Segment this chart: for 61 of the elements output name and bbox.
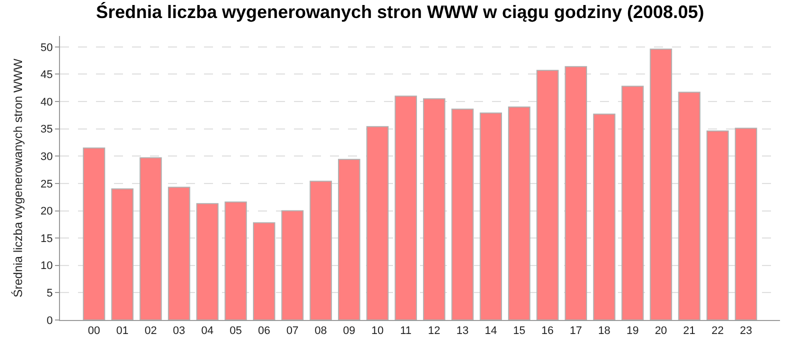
x-tick-label: 23 <box>740 325 752 338</box>
bar <box>168 186 190 320</box>
x-tick-label: 18 <box>598 325 610 338</box>
y-tick-label: 10 <box>40 260 53 272</box>
x-tick-label: 01 <box>116 325 128 338</box>
bar <box>196 203 219 320</box>
y-axis-title: Średnia liczba wygenerowanych stron WWW <box>10 58 25 298</box>
x-tick-label: 20 <box>654 325 668 338</box>
x-tick-label: 06 <box>258 325 270 338</box>
x-tick-label: 14 <box>484 325 497 338</box>
bar <box>394 96 417 320</box>
x-tick-label: 07 <box>286 325 299 338</box>
bar <box>480 112 502 320</box>
x-tick-label: 09 <box>343 325 356 338</box>
x-tick-label: 05 <box>230 325 242 338</box>
y-tick-label: 25 <box>40 178 53 190</box>
x-tick-label: 11 <box>400 325 412 338</box>
x-tick-label: 03 <box>172 325 186 338</box>
bar <box>564 66 588 320</box>
y-tick-label: 15 <box>40 232 53 245</box>
bar <box>423 98 446 320</box>
x-tick-label: 16 <box>541 325 554 338</box>
x-tick-label: 13 <box>456 325 469 338</box>
x-tick-label: 08 <box>314 325 327 338</box>
bar <box>224 202 247 320</box>
x-tick-label: 10 <box>371 325 384 338</box>
bar <box>451 108 474 320</box>
y-tick-label: 45 <box>40 69 53 82</box>
y-tick-label: 5 <box>46 288 53 300</box>
bar <box>140 157 162 320</box>
x-tick-label: 21 <box>683 325 696 338</box>
x-tick-label: 02 <box>144 325 157 338</box>
x-tick-label: 00 <box>88 325 100 338</box>
x-tick-label: 12 <box>428 325 440 338</box>
bar <box>366 126 389 320</box>
x-tick-label: 19 <box>626 325 639 338</box>
y-tick-label: 20 <box>40 206 53 218</box>
y-tick-label: 30 <box>40 151 53 163</box>
x-tick-label: 04 <box>201 325 214 338</box>
bar <box>111 188 134 320</box>
bar <box>310 180 332 320</box>
bar <box>593 114 616 320</box>
bar <box>252 222 276 320</box>
bar <box>621 86 644 320</box>
x-tick-label: 15 <box>513 325 526 338</box>
x-tick-label: 17 <box>570 325 582 338</box>
x-tick-label: 22 <box>712 325 724 338</box>
bar <box>734 128 758 320</box>
y-tick-label: 0 <box>46 314 53 327</box>
y-tick-label: 35 <box>40 124 53 136</box>
bar <box>508 106 530 320</box>
bar <box>82 147 106 320</box>
bar <box>281 210 304 320</box>
y-tick-label: 50 <box>40 42 53 54</box>
bar <box>650 48 672 320</box>
y-tick-label: 40 <box>40 96 53 108</box>
bar <box>338 158 360 320</box>
bar <box>678 92 700 320</box>
bar <box>706 130 729 320</box>
chart-title: Średnia liczba wygenerowanych stron WWW w ciągu godziny (2008.05) <box>96 2 704 22</box>
bar <box>536 70 559 320</box>
